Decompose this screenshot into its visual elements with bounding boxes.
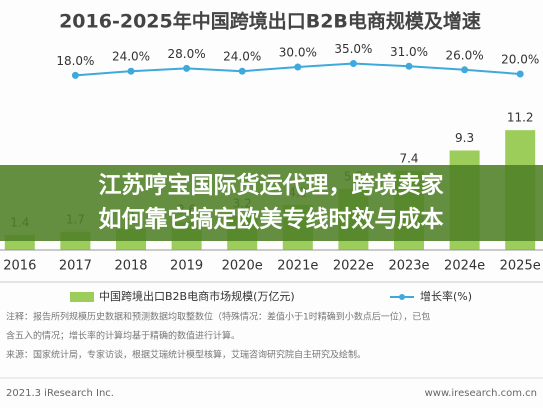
banner-text: 如何靠它搞定欧美专线时效与成本 <box>99 206 444 233</box>
banner-text: 江苏哼宝国际货运代理，跨境卖家 <box>99 172 444 199</box>
growth-marker <box>461 66 469 74</box>
note: 含五入的情况；增长率的计算均基于精确的数值进行计算。 <box>6 330 240 342</box>
note: 来源：国家统计局，专家访谈，根据艾瑞统计模型核算，艾瑞咨询研究院自主研究及绘制。 <box>6 349 366 361</box>
source: www.iresearch.com.cn <box>425 388 537 399</box>
note: 注释：报告所列规模历史数据和预测数据均取整数位（特殊情况：差值小于1时精确到小数… <box>6 311 430 323</box>
x-tick-label: 2025e <box>500 259 541 274</box>
x-tick-label: 2020e <box>222 259 263 274</box>
data-label: 11.2 <box>507 111 534 125</box>
growth-marker <box>71 71 79 79</box>
legend-swatch <box>399 294 405 300</box>
x-tick-label: 2021e <box>277 259 318 274</box>
data-label: 24.0% <box>112 50 150 64</box>
growth-marker <box>405 62 413 70</box>
x-tick-label: 2024e <box>444 259 485 274</box>
chart-title: 2016-2025年中国跨境出口B2B电商规模及增速 <box>59 10 481 33</box>
legend-label: 中国跨境出口B2B电商市场规模(万亿元) <box>99 289 295 303</box>
data-label: 28.0% <box>168 47 206 61</box>
data-label: 7.4 <box>399 151 418 165</box>
data-label: 31.0% <box>390 45 428 59</box>
growth-marker <box>183 64 191 72</box>
data-label: 9.3 <box>455 131 474 145</box>
data-label: 35.0% <box>334 42 372 56</box>
x-tick-label: 2023e <box>388 259 429 274</box>
x-tick-label: 2016 <box>3 259 36 274</box>
data-label: 24.0% <box>223 50 261 64</box>
data-label: 26.0% <box>446 48 484 62</box>
banner: 江苏哼宝国际货运代理，跨境卖家 如何靠它搞定欧美专线时效与成本 <box>0 165 543 241</box>
growth-marker <box>238 67 246 75</box>
data-label: 18.0% <box>56 54 94 68</box>
x-tick-label: 2017 <box>59 259 92 274</box>
x-tick-label: 2019 <box>170 259 203 274</box>
banner-background <box>0 165 543 241</box>
growth-marker <box>127 67 135 75</box>
legend-label: 增长率(%) <box>420 289 472 303</box>
legend-swatch <box>70 292 94 302</box>
x-tick-label: 2022e <box>333 259 374 274</box>
data-label: 20.0% <box>501 53 539 67</box>
x-tick-label: 2018 <box>114 259 147 274</box>
growth-marker <box>294 63 302 71</box>
growth-marker <box>349 60 357 67</box>
source: 2021.3 iResearch Inc. <box>6 388 114 399</box>
growth-marker <box>516 70 524 78</box>
data-label: 30.0% <box>279 46 317 60</box>
